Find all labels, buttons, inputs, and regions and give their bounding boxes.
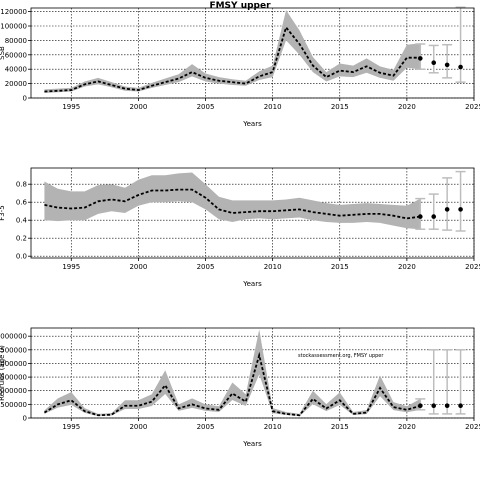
- x-axis-label: Years: [242, 280, 262, 288]
- x-tick-label: 1995: [62, 103, 80, 111]
- x-tick-label: 2005: [197, 263, 215, 271]
- y-tick-label: 40000: [5, 66, 27, 74]
- y-tick-label: 0: [23, 415, 27, 423]
- x-tick-label: 2010: [264, 103, 282, 111]
- y-tick-label: 500000: [0, 401, 27, 409]
- y-tick-label: 0.4: [16, 217, 28, 225]
- forecast-point: [431, 214, 437, 219]
- forecast-point: [418, 214, 423, 219]
- x-tick-label: 2020: [398, 103, 416, 111]
- x-tick-label: 2005: [197, 103, 215, 111]
- forecast-point: [431, 403, 437, 409]
- y-tick-label: 3000000: [0, 333, 27, 341]
- x-tick-label: 2025: [465, 423, 480, 431]
- y-tick-label: 1500000: [0, 374, 27, 382]
- estimate-line: [44, 25, 421, 93]
- confidence-band: [44, 172, 421, 230]
- panel-3: 1995 2000 2005 2010 2015 2020 2025 0 500000 10000…: [0, 327, 480, 448]
- x-tick-label: 2025: [465, 263, 480, 271]
- y-tick-label: 1000000: [0, 387, 27, 395]
- forecast-point: [458, 403, 463, 409]
- x-tick-label: 2015: [331, 423, 349, 431]
- forecast-point: [444, 403, 450, 409]
- y-tick-label: 20000: [5, 80, 27, 88]
- forecast-point: [418, 403, 423, 409]
- x-tick-label: 1995: [62, 423, 80, 431]
- forecast-point: [458, 207, 463, 212]
- forecast-point: [431, 60, 437, 66]
- x-tick-label: 2000: [129, 263, 147, 271]
- y-tick-label: 2000000: [0, 360, 27, 368]
- y-axis-label: Recruits (age 0): [0, 345, 6, 401]
- panel-2: 1995 2000 2005 2010 2015 2020 2025 0.0 0.2 0.4 0.6…: [0, 167, 480, 288]
- y-tick-label: 2500000: [0, 346, 27, 354]
- page-title: FMSY upper: [209, 1, 271, 11]
- annotation-text: stockassessment.org, FMSY upper: [298, 353, 384, 359]
- estimate-line: [43, 351, 421, 417]
- plot-frame: [30, 7, 475, 99]
- plot-frame: [30, 167, 475, 259]
- panel-1: 1995 2000 2005 2010 2015 2020 2025 0 20000 40000 6…: [0, 6, 480, 128]
- y-tick-label: 0.2: [16, 235, 27, 243]
- y-tick-label: 0: [23, 95, 27, 103]
- y-tick-label: 0.8: [16, 181, 27, 189]
- x-tick-label: 2010: [264, 423, 282, 431]
- x-axis-label: Years: [242, 120, 262, 128]
- forecast-point: [418, 56, 423, 61]
- y-tick-label: 120000: [0, 8, 27, 16]
- x-tick-label: 2015: [331, 103, 349, 111]
- y-axis-label: F3-5: [0, 205, 6, 220]
- x-tick-label: 2000: [129, 103, 147, 111]
- x-tick-label: 2015: [331, 263, 349, 271]
- x-tick-label: 2020: [398, 263, 416, 271]
- y-tick-label: 60000: [5, 51, 27, 59]
- plot-frame: [30, 327, 475, 419]
- y-tick-label: 100000: [0, 23, 27, 31]
- x-axis-label: Years: [242, 440, 262, 448]
- x-tick-label: 1995: [62, 263, 80, 271]
- forecast-point: [444, 207, 450, 212]
- forecast-point: [444, 62, 450, 68]
- y-axis-label: SSB: [0, 46, 6, 60]
- y-tick-label: 80000: [5, 37, 27, 45]
- x-tick-label: 2010: [264, 263, 282, 271]
- confidence-band: [44, 329, 421, 417]
- x-tick-label: 2020: [398, 423, 416, 431]
- estimate-line: [44, 188, 421, 220]
- confidence-band: [44, 10, 421, 93]
- x-tick-label: 2005: [197, 423, 215, 431]
- panels: 1995200020052010201520202025020000400006…: [0, 6, 480, 448]
- y-tick-label: 0.0: [16, 253, 27, 261]
- forecast-point: [458, 64, 463, 70]
- x-tick-label: 2000: [129, 423, 147, 431]
- x-tick-label: 2025: [465, 103, 480, 111]
- y-tick-label: 0.6: [16, 199, 28, 207]
